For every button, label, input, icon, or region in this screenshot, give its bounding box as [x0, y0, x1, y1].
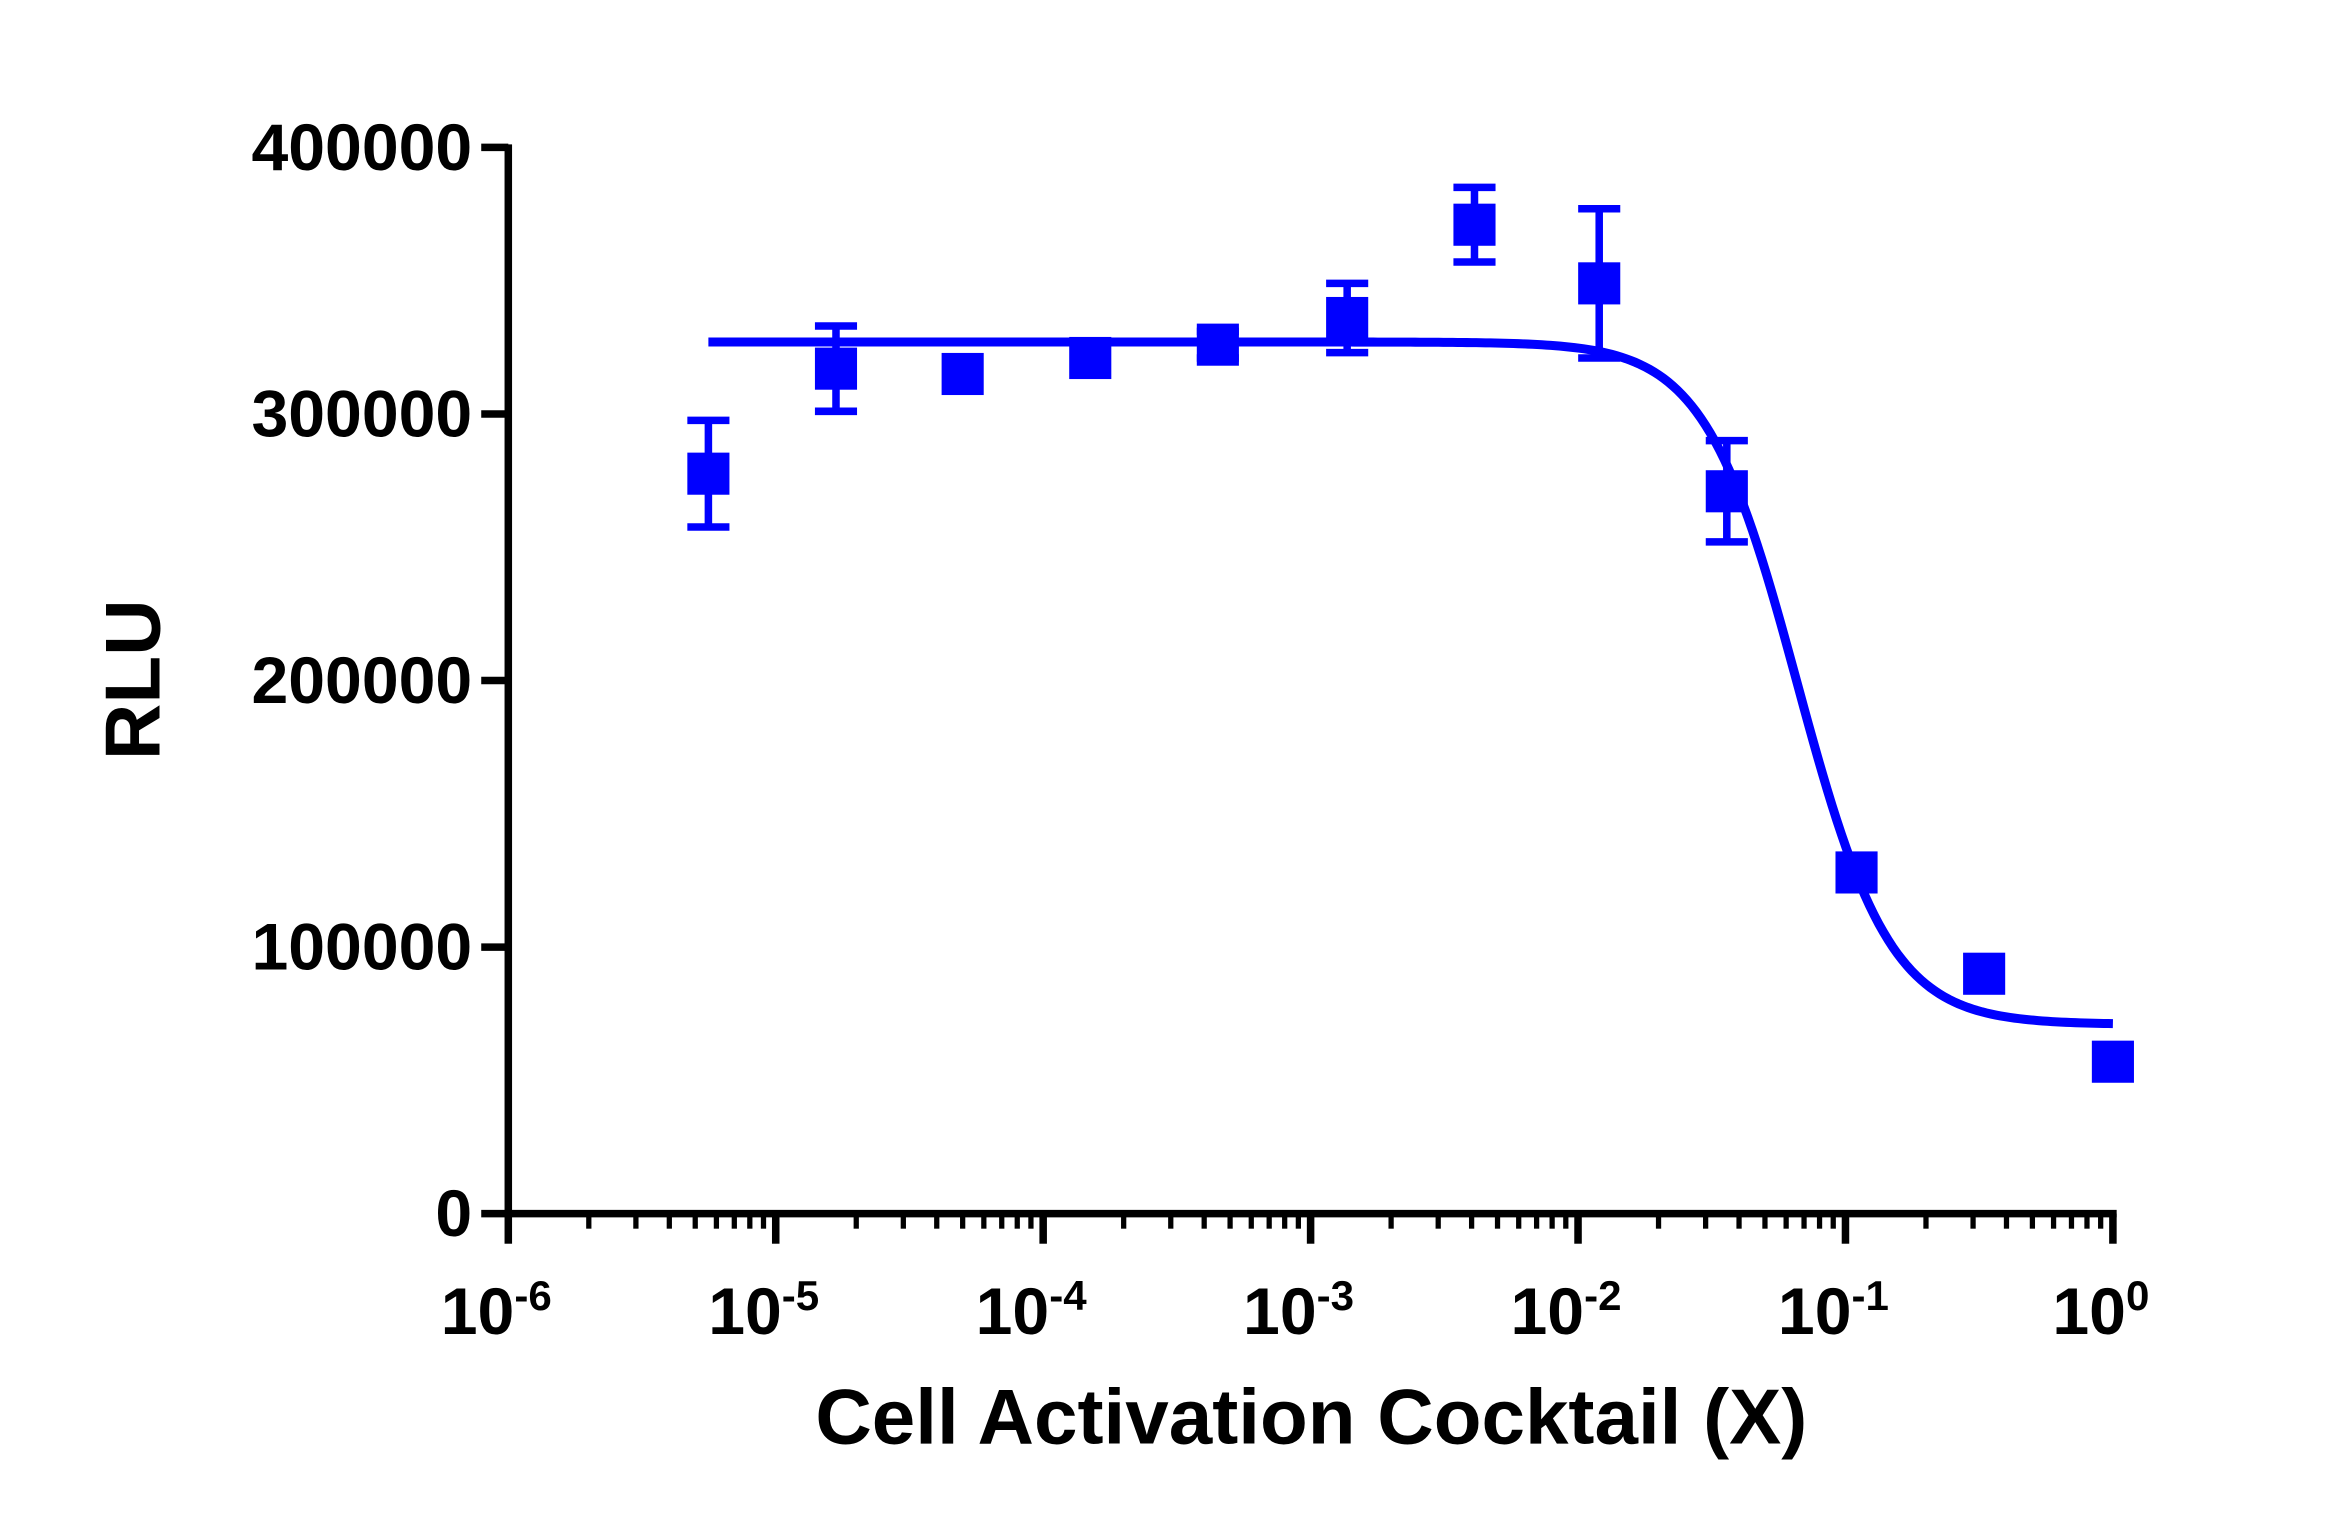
y-tick-label: 400000	[251, 111, 472, 185]
x-tick-exponent: -4	[1049, 1272, 1087, 1319]
y-axis-title: RLU	[88, 599, 176, 760]
x-axis-title: Cell Activation Cocktail (X)	[815, 1373, 1807, 1461]
square-marker	[1705, 470, 1748, 513]
square-marker	[814, 347, 858, 390]
square-marker	[687, 452, 730, 495]
y-tick-label: 300000	[251, 378, 472, 452]
square-marker	[1326, 296, 1369, 340]
x-tick-exponent: -6	[514, 1272, 551, 1319]
data-point	[1326, 279, 1369, 357]
y-tick-label: 0	[435, 1177, 472, 1251]
data-point	[1578, 204, 1621, 362]
data-point	[1705, 436, 1748, 546]
square-marker	[1578, 262, 1621, 305]
x-tick-exponent: -3	[1317, 1272, 1354, 1319]
x-tick-label: 10-5	[708, 1272, 819, 1349]
data-point	[1069, 336, 1112, 380]
square-marker	[1835, 851, 1878, 894]
square-marker	[1196, 323, 1239, 366]
x-tick-label: 10-1	[1778, 1272, 1889, 1349]
square-marker	[941, 352, 984, 396]
y-tick-label: 100000	[251, 911, 472, 985]
square-marker	[1069, 336, 1112, 380]
x-tick-label: 10-3	[1243, 1272, 1354, 1349]
y-tick-label: 200000	[251, 644, 472, 718]
data-points	[687, 183, 2134, 1083]
x-tick-exponent: -1	[1852, 1272, 1889, 1319]
data-point	[814, 322, 858, 416]
x-tick-exponent: -2	[1584, 1272, 1621, 1319]
x-tick-label: 10-4	[976, 1272, 1088, 1349]
square-marker	[2091, 1040, 2134, 1083]
x-tick-label: 10-2	[1510, 1272, 1621, 1349]
data-point	[1963, 952, 2006, 995]
x-tick-exponent: 0	[2126, 1272, 2149, 1319]
x-tick-label: 10-6	[441, 1272, 552, 1349]
x-tick-label: 100	[2052, 1272, 2149, 1349]
data-point	[941, 352, 984, 396]
fit-curve-group	[708, 337, 2113, 1029]
data-point	[1835, 851, 1878, 894]
x-tick-exponent: -5	[782, 1272, 819, 1319]
data-point	[1453, 183, 1496, 266]
axes: 0 100000 200000 300000 400000 10-6 10-5 10-4 10-…	[251, 111, 2149, 1349]
square-marker	[1453, 203, 1496, 246]
square-marker	[1963, 952, 2006, 995]
fit-curve	[708, 337, 2113, 1029]
data-point	[687, 416, 730, 531]
data-point	[2091, 1040, 2134, 1083]
data-point	[1196, 323, 1239, 366]
